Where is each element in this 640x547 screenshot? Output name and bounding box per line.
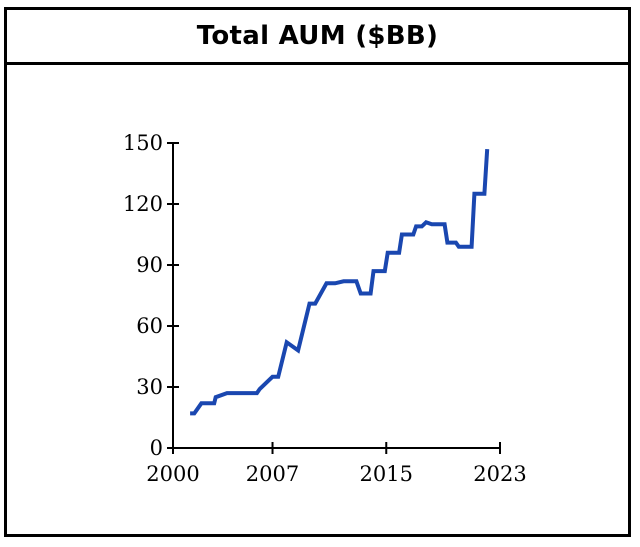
y-tick-label: 90 bbox=[136, 253, 163, 277]
series-layer bbox=[190, 148, 490, 416]
x-tick-label: 2007 bbox=[246, 462, 299, 486]
y-axis: 0 30 60 90 120 150 bbox=[123, 131, 179, 460]
y-tick-label: 30 bbox=[136, 375, 163, 399]
chart-title: Total AUM ($BB) bbox=[196, 21, 439, 51]
y-tick-label: 60 bbox=[136, 314, 163, 338]
series-line bbox=[190, 148, 490, 416]
y-tick-label: 120 bbox=[123, 192, 163, 216]
y-tick-label: 150 bbox=[123, 131, 163, 155]
x-tick-label: 2000 bbox=[146, 462, 199, 486]
title-bar: Total AUM ($BB) bbox=[7, 10, 628, 65]
x-tick-label: 2015 bbox=[360, 462, 413, 486]
x-tick-label: 2023 bbox=[473, 462, 526, 486]
x-axis: 2000 2007 2015 2023 bbox=[146, 442, 527, 486]
y-tick-label: 0 bbox=[150, 436, 163, 460]
